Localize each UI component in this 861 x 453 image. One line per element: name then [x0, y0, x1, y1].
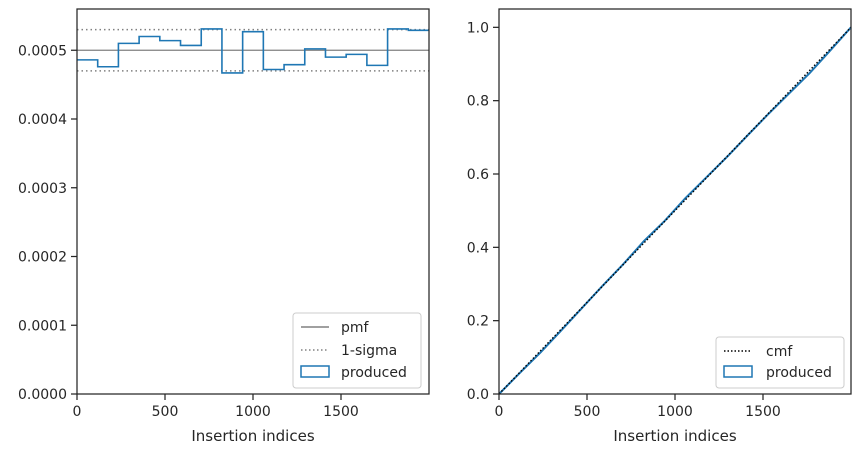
- y-tick-label: 0.0000: [18, 387, 67, 403]
- cmf-panel: 0 500 1000 1500 0.0 0.2 0.4 0.6 0.8 1.0 Insertio…: [467, 8, 852, 445]
- series: [498, 26, 852, 395]
- y-tick-label: 0.0003: [18, 181, 67, 197]
- y-tick-label: 0.2: [467, 314, 489, 330]
- y-tick-label: 0.0: [467, 387, 489, 403]
- x-tick-label: 1000: [235, 404, 271, 420]
- x-axis-label: Insertion indices: [613, 427, 736, 445]
- legend-produced-label: produced: [341, 365, 407, 381]
- legend-produced-swatch: [300, 365, 330, 378]
- x-tick-label: 500: [574, 404, 601, 420]
- pmf-panel: 0 500 1000 1500 0.00000.00010.00020.00030.0…: [18, 8, 430, 445]
- legend-sigma-label: 1-sigma: [341, 343, 397, 359]
- y-tick-label: 0.0005: [18, 43, 67, 59]
- x-tick-label: 1500: [745, 404, 781, 420]
- y-tick-label: 0.8: [467, 94, 489, 110]
- y-tick-label: 1.0: [467, 20, 489, 36]
- legend-pmf-label: pmf: [341, 320, 370, 336]
- y-ticks: 0.0 0.2 0.4 0.6 0.8 1.0: [467, 20, 499, 403]
- y-ticks: 0.0000 0.0001 0.0002 0.0003 0.0004 0.0005: [18, 43, 77, 403]
- x-tick-label: 1000: [657, 404, 693, 420]
- reference-lines: [77, 28, 429, 72]
- x-ticks: 0 500 1000 1500: [495, 394, 781, 420]
- y-tick-label: 0.0001: [18, 318, 67, 334]
- legend-produced-label: produced: [766, 365, 832, 381]
- cmf-line: [498, 26, 852, 395]
- x-axis-label: Insertion indices: [191, 427, 314, 445]
- legend: cmf produced: [715, 336, 845, 389]
- produced-line: [498, 26, 852, 395]
- plot-frame: [498, 8, 852, 395]
- y-tick-label: 0.6: [467, 167, 489, 183]
- y-tick-label: 0.4: [467, 240, 489, 256]
- legend: pmf 1-sigma produced: [292, 312, 422, 389]
- legend-box: [292, 312, 422, 389]
- x-tick-label: 500: [152, 404, 179, 420]
- x-tick-label: 0: [495, 404, 504, 420]
- x-tick-label: 0: [73, 404, 82, 420]
- produced-series: [77, 28, 429, 74]
- legend-cmf-label: cmf: [766, 344, 793, 360]
- produced-step-line: [77, 28, 429, 74]
- y-tick-label: 0.0002: [18, 250, 67, 266]
- legend-produced-swatch: [723, 365, 753, 378]
- x-tick-label: 1500: [323, 404, 359, 420]
- y-tick-label: 0.0004: [18, 112, 67, 128]
- x-ticks: 0 500 1000 1500: [73, 394, 359, 420]
- legend-box: [715, 336, 845, 389]
